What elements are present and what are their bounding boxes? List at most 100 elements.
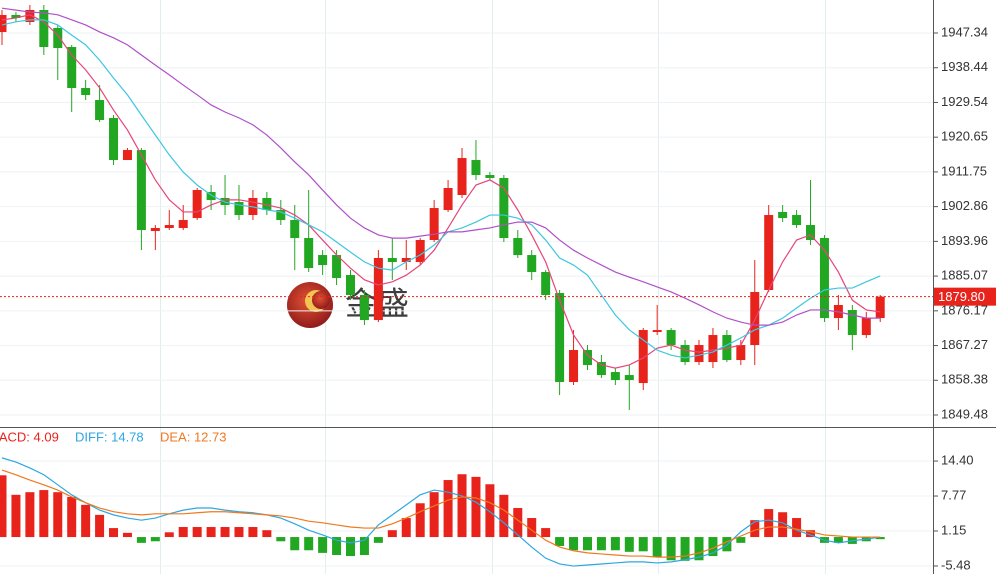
macd-bar	[875, 537, 885, 540]
macd-bar	[25, 492, 35, 538]
macd-bar	[0, 475, 7, 538]
legend-entry: MACD: 4.09	[0, 429, 59, 444]
macd-bar	[332, 537, 342, 555]
macd-bar	[164, 532, 174, 538]
candle-body	[569, 350, 579, 383]
candle-body	[11, 14, 21, 18]
y-tick-label: 7.77	[941, 487, 966, 502]
candle-body	[150, 228, 160, 232]
candle-body	[847, 310, 857, 336]
candle-body	[443, 188, 453, 211]
macd-bar	[290, 537, 300, 551]
macd-bar	[792, 518, 802, 538]
macd-bar	[541, 528, 551, 538]
macd-bar	[206, 527, 216, 538]
candle-body	[736, 345, 746, 361]
candle-body	[708, 335, 718, 363]
candle-body	[541, 272, 551, 296]
legend-entry: DIFF: 14.78	[75, 429, 144, 444]
candle-body	[290, 220, 300, 239]
macd-bar	[652, 537, 662, 558]
y-tick-label: 1893.96	[941, 233, 988, 248]
candle-body	[332, 255, 342, 279]
candle-body	[304, 238, 314, 269]
macd-bar	[596, 537, 606, 551]
candle-body	[136, 150, 146, 231]
macd-bar	[359, 537, 369, 555]
candle-body	[359, 295, 369, 321]
macd-bar	[81, 504, 91, 538]
y-tick-label: 1849.48	[941, 406, 988, 421]
candle-body	[346, 275, 355, 296]
macd-bar	[736, 537, 746, 543]
macd-line	[1, 469, 881, 558]
candle-body	[262, 198, 272, 211]
y-tick-label: 1858.38	[941, 372, 988, 387]
candle-body	[555, 293, 565, 383]
candle-body	[429, 208, 439, 241]
candle-body	[819, 238, 829, 319]
y-tick-label: -5.48	[941, 557, 971, 572]
macd-bar	[248, 527, 258, 538]
macd-bar	[429, 492, 439, 538]
macd-bar	[387, 530, 397, 538]
candle-body	[164, 225, 174, 229]
logo-cut	[312, 291, 330, 309]
macd-bar	[513, 508, 523, 538]
candle-body	[624, 375, 634, 381]
macd-bar	[39, 490, 49, 538]
candle-body	[499, 178, 509, 239]
y-tick-label: 1876.17	[941, 302, 988, 317]
candle-body	[109, 118, 119, 161]
candle-body	[318, 255, 328, 266]
candle-body	[206, 192, 216, 201]
candle-body	[875, 296, 885, 319]
macd-bar	[192, 527, 202, 538]
candle-body	[39, 9, 49, 48]
macd-bar	[109, 528, 119, 538]
candle-body	[401, 258, 411, 263]
macd-bar	[95, 514, 105, 538]
last-price-tag	[934, 287, 996, 306]
candle-body	[95, 100, 105, 121]
candle-body	[806, 225, 816, 241]
candle-body	[527, 255, 537, 273]
candle-body	[387, 258, 397, 263]
macd-bar	[778, 512, 788, 538]
candle-body	[67, 47, 77, 88]
macd-bar	[638, 537, 648, 552]
candle-body	[861, 318, 871, 336]
macd-bar	[346, 537, 355, 557]
candle-body	[778, 212, 788, 219]
macd-bar	[276, 537, 286, 542]
candle-body	[122, 150, 132, 161]
candle-body	[764, 215, 774, 291]
candle-body	[25, 9, 35, 23]
y-tick-label: 1885.07	[941, 268, 988, 283]
candle-body	[596, 362, 606, 376]
ma-line	[1, 7, 881, 326]
candle-body	[373, 258, 383, 321]
macd-bar	[443, 480, 453, 538]
candle-body	[81, 87, 91, 96]
macd-bar	[610, 537, 620, 551]
macd-bar	[750, 520, 760, 538]
macd-bar	[67, 496, 77, 538]
macd-bar	[471, 476, 481, 538]
candle-body	[276, 210, 286, 221]
macd-bar	[150, 537, 160, 542]
last-price-label: 1879.80	[938, 289, 985, 304]
candle-body	[192, 189, 202, 219]
candle-body	[680, 345, 690, 363]
macd-bar	[666, 537, 676, 561]
macd-bar	[485, 484, 495, 538]
candle-body	[457, 158, 467, 195]
macd-bar	[220, 527, 230, 538]
macd-bar	[499, 494, 509, 538]
macd-bar	[833, 537, 843, 543]
macd-bar	[304, 537, 314, 551]
y-tick-label: 1947.34	[941, 24, 988, 39]
macd-bar	[624, 537, 634, 552]
y-tick-label: 1902.86	[941, 198, 988, 213]
